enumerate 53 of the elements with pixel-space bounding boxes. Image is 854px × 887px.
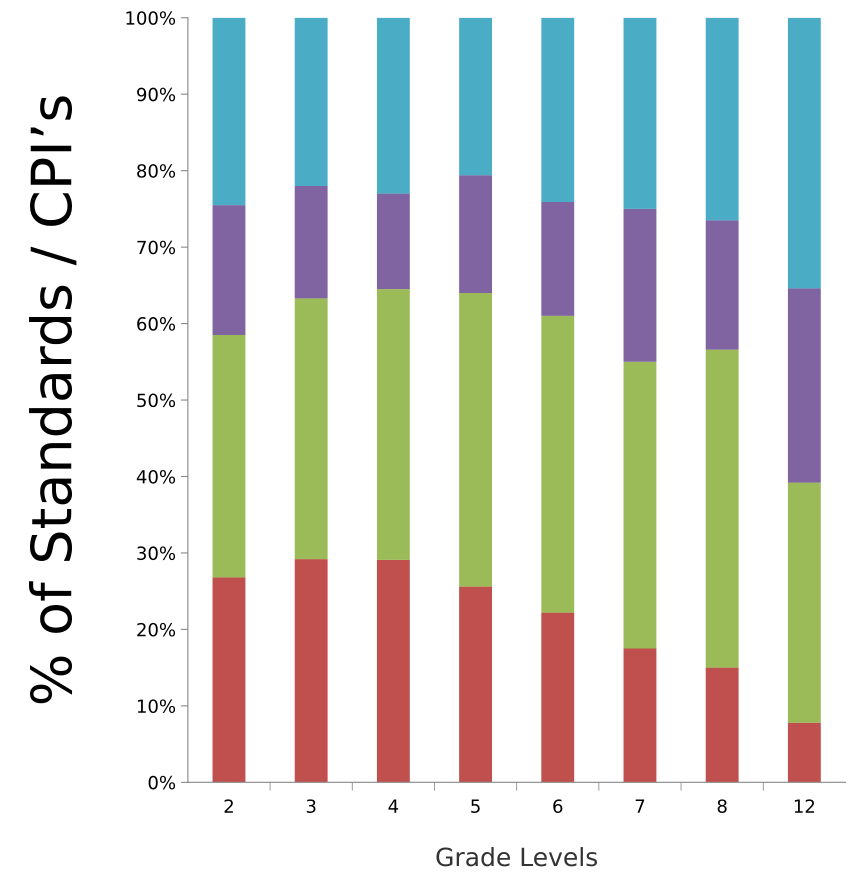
bar xyxy=(212,335,246,578)
bar xyxy=(788,18,821,288)
y-tick-label: 20% xyxy=(137,622,176,637)
bar xyxy=(376,560,410,782)
bar xyxy=(788,288,821,483)
bar xyxy=(788,482,821,723)
bar xyxy=(459,175,492,293)
bar xyxy=(624,362,656,649)
bar xyxy=(459,18,492,176)
bar xyxy=(294,559,328,782)
y-tick-label: 90% xyxy=(137,88,176,102)
bar xyxy=(376,289,410,560)
y-tick-label: 30% xyxy=(137,546,176,560)
y-tick-label: 60% xyxy=(137,317,176,331)
y-tick-label: 10% xyxy=(138,699,176,713)
bar xyxy=(706,220,739,350)
bar xyxy=(706,18,739,220)
y-tick-label: 80% xyxy=(137,164,176,178)
bar xyxy=(459,586,492,782)
y-tick-label: 40% xyxy=(136,470,176,484)
x-tick-label: 12 xyxy=(794,799,814,813)
y-tick-label: 50% xyxy=(137,393,176,408)
x-tick-label: 5 xyxy=(471,800,480,813)
bar xyxy=(294,298,328,560)
y-tick-label: 100% xyxy=(126,11,176,25)
bar xyxy=(212,577,246,782)
bar xyxy=(541,316,574,613)
x-tick-label: 4 xyxy=(388,800,398,813)
y-tick-label: 70% xyxy=(137,240,176,254)
bar xyxy=(624,648,656,782)
x-tick-label: 7 xyxy=(636,800,644,813)
bar xyxy=(376,18,410,194)
bar xyxy=(624,18,656,209)
bar xyxy=(706,668,739,782)
x-tick-label: 8 xyxy=(718,799,727,813)
bar xyxy=(541,18,574,202)
x-axis-title: Grade Levels xyxy=(436,847,598,866)
x-tick-label: 2 xyxy=(224,799,233,813)
x-tick-label: 6 xyxy=(553,799,562,813)
bar xyxy=(541,202,574,316)
y-axis-title: % of Standards / CPI’s xyxy=(29,96,76,704)
bar xyxy=(788,722,821,782)
x-tick-label: 3 xyxy=(306,799,316,813)
bar xyxy=(541,612,574,782)
bar xyxy=(212,205,246,336)
bar xyxy=(294,186,328,298)
bar xyxy=(624,208,656,362)
bar xyxy=(212,18,246,206)
bar xyxy=(376,194,410,290)
bar xyxy=(706,350,739,668)
bar xyxy=(459,292,492,587)
bar xyxy=(294,18,328,186)
y-tick-label: 0% xyxy=(148,776,176,790)
